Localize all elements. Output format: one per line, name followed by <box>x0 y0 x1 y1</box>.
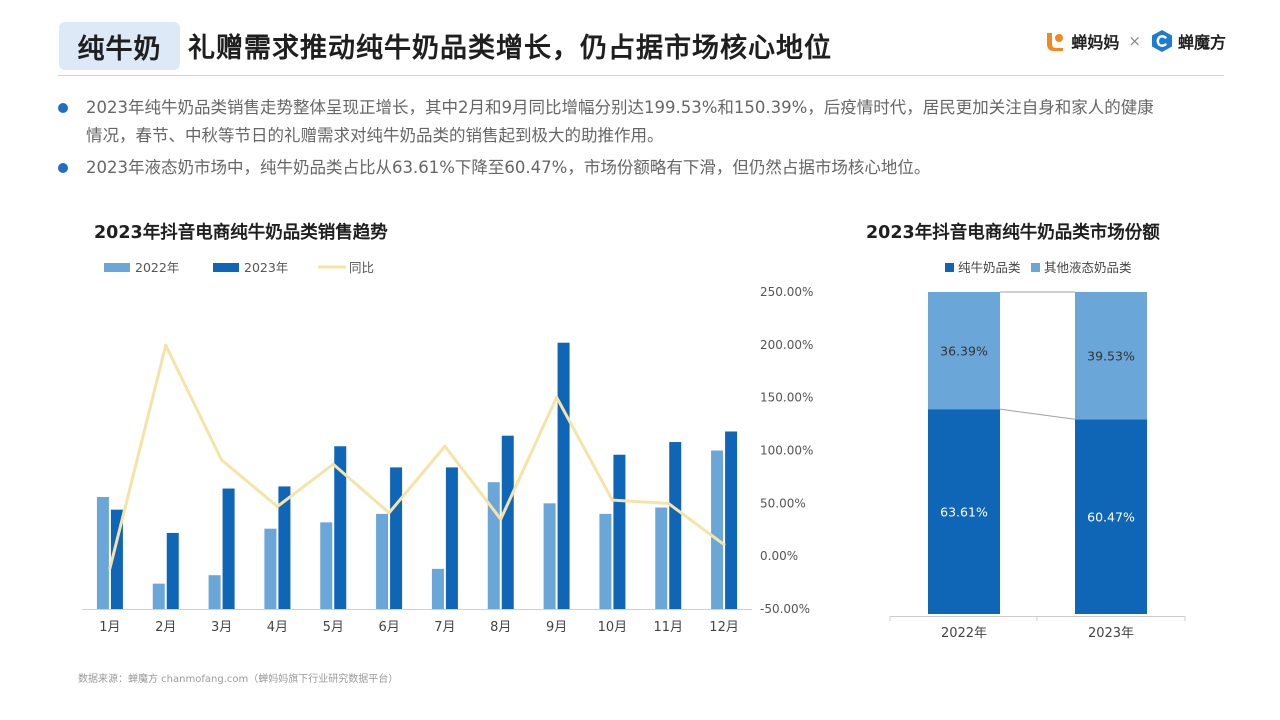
bullet-item: 2023年液态奶市场中，纯牛奶品类占比从63.61%下降至60.47%，市场份额… <box>58 154 1168 182</box>
x-tick-label: 2022年 <box>941 626 987 641</box>
data-source-note: 数据来源：蝉魔方 chanmofang.com（蝉妈妈旗下行业研究数据平台） <box>78 674 399 685</box>
data-label: 60.47% <box>1087 510 1135 525</box>
x-tick-label: 1月 <box>99 620 120 635</box>
x-tick-label: 5月 <box>323 620 344 635</box>
stack-segment-other <box>928 292 1000 410</box>
x-tick-label: 6月 <box>378 620 399 635</box>
bar-2022 <box>431 568 444 609</box>
legend-label: 同比 <box>349 260 374 275</box>
yoy-point <box>387 511 391 515</box>
bar-2023 <box>390 467 403 609</box>
header-divider <box>58 75 1224 76</box>
logo-chanmama-text: 蝉妈妈 <box>1071 33 1120 52</box>
yoy-point <box>275 505 279 509</box>
bar-2023 <box>278 486 291 609</box>
bar-2022 <box>599 513 612 609</box>
yoy-point <box>331 462 335 466</box>
bar-2023 <box>445 467 458 609</box>
legend-label: 2023年 <box>244 260 288 275</box>
bar-2023 <box>557 342 570 609</box>
stack-segment-other <box>1075 292 1147 420</box>
bar-2023 <box>725 431 738 609</box>
bar-2023 <box>669 442 682 609</box>
right-axis-tick-label: -50.00% <box>760 602 810 616</box>
trend-chart-title: 2023年抖音电商纯牛奶品类销售趋势 <box>94 223 388 243</box>
page-title: 礼赠需求推动纯牛奶品类增长，仍占据市场核心地位 <box>188 33 832 64</box>
logo-group: 蝉妈妈 × 蝉魔方 <box>1043 29 1226 53</box>
right-axis-tick-label: 150.00% <box>760 391 813 405</box>
bar-2022 <box>264 528 277 609</box>
right-axis-tick-label: 50.00% <box>760 496 806 510</box>
legend-swatch <box>104 263 130 272</box>
x-tick-label: 2月 <box>155 620 176 635</box>
legend-label: 其他液态奶品类 <box>1044 260 1132 275</box>
logo-separator: × <box>1128 32 1141 50</box>
yoy-point <box>443 444 447 448</box>
yoy-point <box>722 543 726 547</box>
x-tick-label: 3月 <box>211 620 232 635</box>
data-label: 39.53% <box>1087 349 1135 364</box>
legend-swatch <box>945 263 954 272</box>
bar-2022 <box>487 482 500 609</box>
legend-swatch <box>213 263 239 272</box>
bullet-item: 2023年纯牛奶品类销售走势整体呈现正增长，其中2月和9月同比增幅分别达199.… <box>58 94 1168 150</box>
right-axis-tick-label: 0.00% <box>760 549 798 563</box>
data-label: 36.39% <box>940 344 988 359</box>
section-tag: 纯牛奶 <box>59 22 180 70</box>
x-tick-label: 7月 <box>434 620 455 635</box>
right-axis-tick-label: 100.00% <box>760 444 813 458</box>
bar-2022 <box>376 513 389 609</box>
stack-segment-pure <box>1075 419 1147 614</box>
bullet-dot-icon <box>58 163 68 173</box>
bullet-text: 2023年液态奶市场中，纯牛奶品类占比从63.61%下降至60.47%，市场份额… <box>86 158 931 177</box>
stack-connector-mid <box>999 408 1076 420</box>
bar-2022 <box>320 522 333 609</box>
bar-2022 <box>655 507 668 609</box>
bar-2023 <box>166 532 179 609</box>
bar-2022 <box>208 575 221 609</box>
yoy-point <box>108 566 112 570</box>
yoy-line <box>108 343 725 569</box>
right-axis-tick-label: 200.00% <box>760 338 813 352</box>
bar-2023 <box>501 435 514 609</box>
bar-2022 <box>711 450 724 609</box>
x-tick-label: 9月 <box>546 620 567 635</box>
legend-swatch <box>1031 263 1040 272</box>
bullet-dot-icon <box>58 103 68 113</box>
share-chart-title: 2023年抖音电商纯牛奶品类市场份额 <box>866 223 1160 243</box>
bar-2022 <box>152 583 165 609</box>
legend-label: 2022年 <box>135 260 179 275</box>
x-tick-label: 4月 <box>267 620 288 635</box>
x-tick-label: 2023年 <box>1088 626 1134 641</box>
yoy-point <box>499 517 503 521</box>
bar-2022 <box>96 496 109 609</box>
chanmofang-logo-icon <box>1151 30 1172 52</box>
yoy-point <box>220 458 224 462</box>
yoy-point <box>666 501 670 505</box>
bar-2023 <box>613 454 626 609</box>
bullet-text: 2023年纯牛奶品类销售走势整体呈现正增长，其中2月和9月同比增幅分别达199.… <box>86 98 1154 145</box>
bar-2023 <box>334 446 347 609</box>
logo-chanmofang-text: 蝉魔方 <box>1177 33 1226 52</box>
x-tick-label: 12月 <box>709 620 739 635</box>
x-tick-label: 8月 <box>490 620 511 635</box>
x-tick-label: 11月 <box>653 620 683 635</box>
bar-2022 <box>543 503 556 609</box>
chanmama-logo-icon <box>1047 33 1064 51</box>
summary-bullets: 2023年纯牛奶品类销售走势整体呈现正增长，其中2月和9月同比增幅分别达199.… <box>58 94 1168 186</box>
right-axis-tick-label: 250.00% <box>760 285 813 299</box>
data-label: 63.61% <box>940 505 988 520</box>
stack-segment-pure <box>928 409 1000 614</box>
legend-label: 纯牛奶品类 <box>958 260 1021 275</box>
yoy-point <box>164 343 168 347</box>
yoy-point <box>610 498 614 502</box>
yoy-point <box>555 395 559 399</box>
x-tick-label: 10月 <box>598 620 628 635</box>
bar-2023 <box>222 488 235 609</box>
